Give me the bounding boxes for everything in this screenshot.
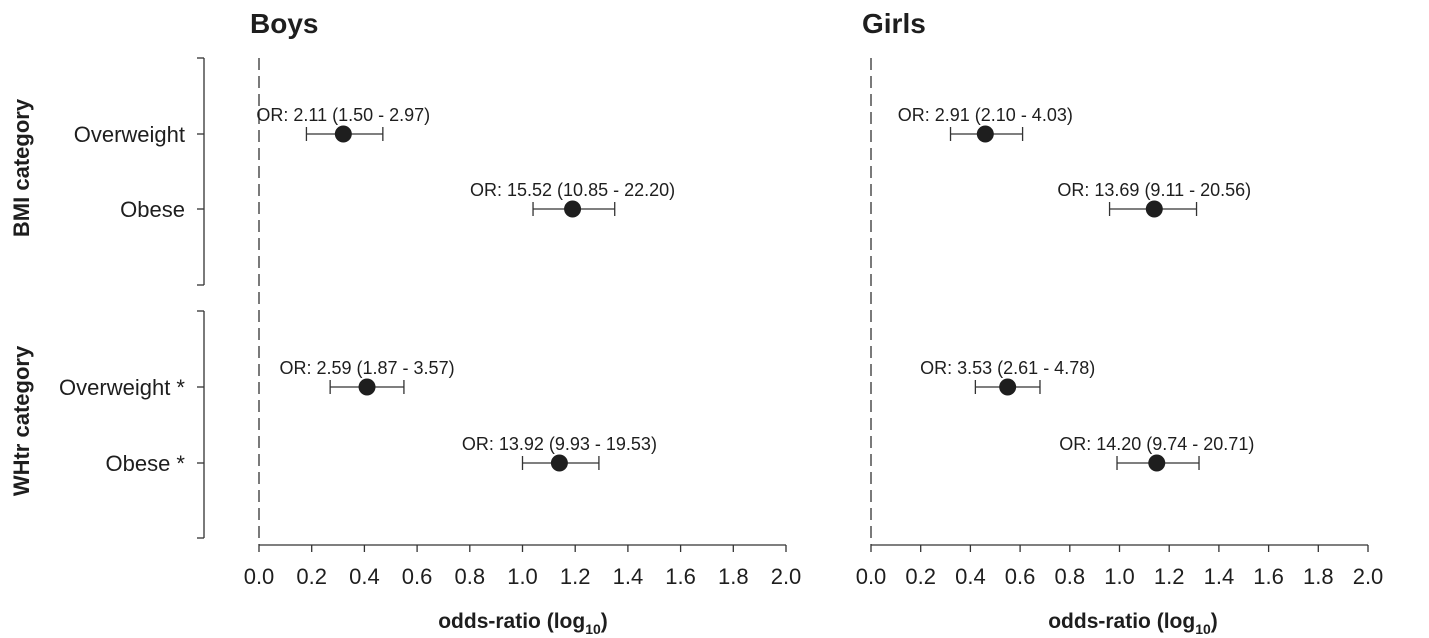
panel-girls: 0.0 0.2 0.4 0.6 0.8 1.0 1.2 1.4 1.6 1.8 2.0 OR: 2.9… bbox=[856, 58, 1384, 589]
category-label-bmi-overweight: Overweight bbox=[74, 122, 185, 147]
x-tick-label: 0.8 bbox=[455, 564, 486, 589]
x-tick-label: 1.2 bbox=[560, 564, 591, 589]
category-label-whtr-overweight: Overweight * bbox=[59, 375, 185, 400]
odds-ratio-label: OR: 2.91 (2.10 - 4.03) bbox=[898, 105, 1073, 125]
odds-ratio-point bbox=[999, 378, 1017, 396]
odds-ratio-label: OR: 2.11 (1.50 - 2.97) bbox=[256, 105, 430, 125]
x-tick-label: 0.6 bbox=[1005, 564, 1036, 589]
odds-ratio-point bbox=[334, 125, 352, 143]
x-tick-label: 0.6 bbox=[402, 564, 433, 589]
x-tick-label: 0.8 bbox=[1055, 564, 1086, 589]
odds-ratio-label: OR: 3.53 (2.61 - 4.78) bbox=[920, 358, 1095, 378]
x-tick-label: 0.4 bbox=[955, 564, 986, 589]
odds-ratio-label: OR: 13.92 (9.93 - 19.53) bbox=[462, 434, 657, 454]
odds-ratio-label: OR: 15.52 (10.85 - 22.20) bbox=[470, 180, 675, 200]
odds-ratio-label: OR: 13.69 (9.11 - 20.56) bbox=[1057, 180, 1251, 200]
panel-title-boys: Boys bbox=[250, 8, 318, 39]
x-tick-label: 2.0 bbox=[771, 564, 802, 589]
odds-ratio-point bbox=[1148, 454, 1166, 472]
category-label-whtr-obese: Obese * bbox=[106, 451, 186, 476]
odds-ratio-point bbox=[564, 200, 582, 218]
odds-ratio-point bbox=[550, 454, 568, 472]
odds-ratio-point bbox=[976, 125, 994, 143]
x-tick-label: 1.6 bbox=[665, 564, 696, 589]
group-label-whtr: WHtr category bbox=[9, 345, 34, 496]
x-tick-label: 0.0 bbox=[244, 564, 275, 589]
x-tick-label: 1.8 bbox=[718, 564, 749, 589]
x-tick-label: 0.4 bbox=[349, 564, 380, 589]
odds-ratio-label: OR: 2.59 (1.87 - 3.57) bbox=[279, 358, 454, 378]
x-tick-label: 2.0 bbox=[1353, 564, 1384, 589]
x-tick-label: 1.6 bbox=[1253, 564, 1284, 589]
odds-ratio-label: OR: 14.20 (9.74 - 20.71) bbox=[1059, 434, 1254, 454]
x-tick-label: 1.4 bbox=[1204, 564, 1235, 589]
x-tick-label: 0.2 bbox=[905, 564, 936, 589]
x-tick-label: 0.0 bbox=[856, 564, 887, 589]
group-label-bmi: BMI category bbox=[9, 98, 34, 237]
panel-title-girls: Girls bbox=[862, 8, 926, 39]
odds-ratio-point bbox=[1145, 200, 1163, 218]
x-tick-label: 1.8 bbox=[1303, 564, 1334, 589]
x-tick-label: 1.0 bbox=[507, 564, 538, 589]
category-axis: Overweight Obese Overweight * Obese * BM… bbox=[9, 57, 205, 539]
x-axis-title-girls: odds-ratio (log10) bbox=[1048, 610, 1218, 637]
odds-ratio-point bbox=[358, 378, 376, 396]
x-tick-label: 1.2 bbox=[1154, 564, 1185, 589]
x-tick-label: 0.2 bbox=[296, 564, 327, 589]
x-axis-title-boys: odds-ratio (log10) bbox=[438, 610, 608, 637]
x-tick-label: 1.0 bbox=[1104, 564, 1135, 589]
panel-boys: 0.0 0.2 0.4 0.6 0.8 1.0 1.2 1.4 1.6 1.8 2.0 OR: 2.1… bbox=[244, 58, 802, 589]
x-tick-label: 1.4 bbox=[613, 564, 644, 589]
category-label-bmi-obese: Obese bbox=[120, 197, 185, 222]
